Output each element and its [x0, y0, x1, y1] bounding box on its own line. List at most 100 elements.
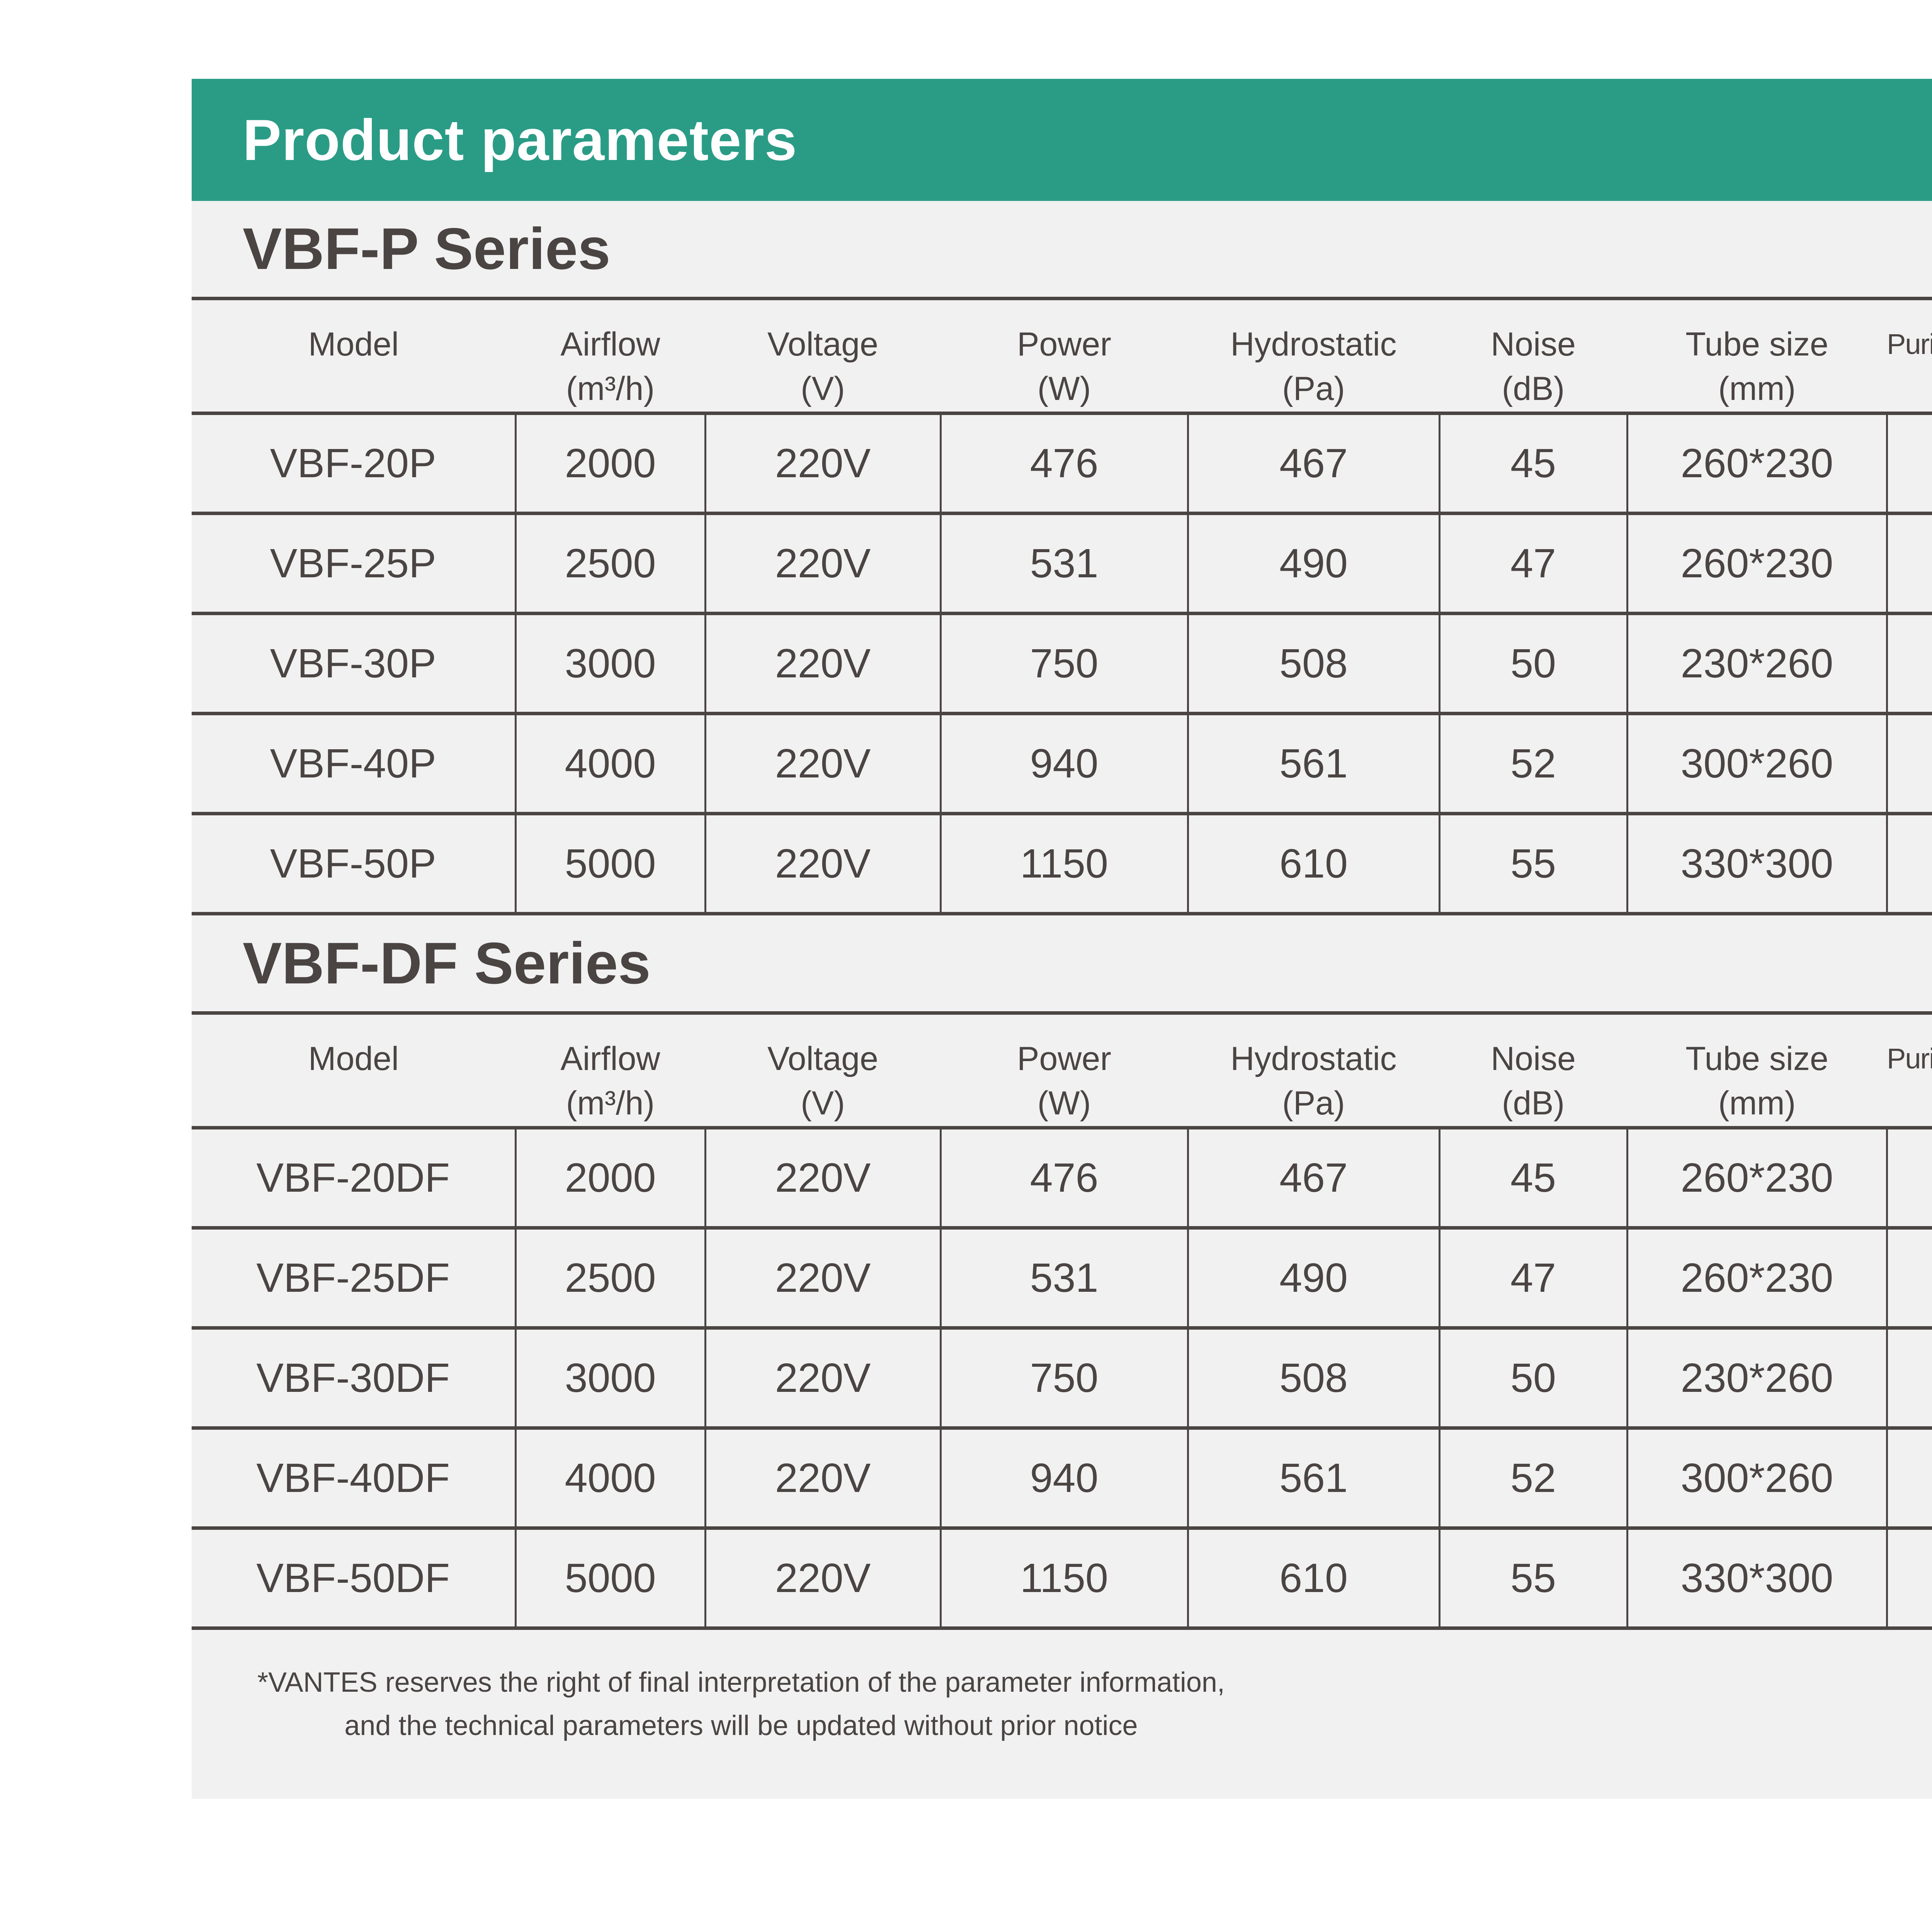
table-cell: 99 [1886, 1328, 1932, 1430]
table-cell: 610 [1187, 1528, 1439, 1630]
table-cell: 4000 [514, 1428, 705, 1530]
table-cell: 3000 [514, 613, 705, 715]
table-cell: 52 [1438, 1428, 1627, 1530]
table-row: VBF-25DF2500220V53149047260*23099620*520… [192, 1228, 1932, 1330]
table-cell: 531 [939, 1228, 1188, 1330]
column-header: Purification efficiency (%) [1887, 298, 1932, 415]
table-cell: 750 [939, 613, 1188, 715]
table-cell: 508 [1187, 1328, 1439, 1430]
column-header-unit: (V) [801, 370, 845, 407]
column-header-label: Tube size [1685, 1040, 1828, 1077]
table-cell: 45 [1438, 413, 1627, 515]
table-cell: 940 [939, 1428, 1188, 1530]
column-header-label: Voltage [767, 1040, 878, 1077]
table-cell: 610 [1187, 813, 1439, 915]
table-cell: VBF-30DF [192, 1328, 515, 1430]
table-cell: 50 [1438, 1328, 1627, 1430]
vbf-p-table-body: VBF-20P2000220V47646745260*230/520*520*4… [192, 413, 1932, 915]
column-header: Voltage (V) [705, 1013, 940, 1129]
table-cell: 561 [1187, 713, 1439, 815]
column-header-label: Noise [1491, 1040, 1576, 1077]
table-cell: 220V [704, 1528, 940, 1630]
table-cell: 490 [1187, 513, 1439, 615]
table-cell: 3000 [514, 1328, 705, 1430]
table-cell: VBF-40DF [192, 1428, 515, 1530]
table-cell: 220V [704, 713, 940, 815]
column-header: Airflow (m³/h) [515, 298, 705, 415]
table-cell: VBF-20DF [192, 1128, 515, 1230]
column-header-label: Hydrostatic [1230, 326, 1397, 363]
table-row: VBF-30DF3000220V75050850230*26099650*550… [192, 1328, 1932, 1430]
column-header-label: Model [308, 1040, 399, 1077]
table-cell: 5000 [514, 813, 705, 915]
table-cell: 99 [1886, 1528, 1932, 1630]
page-title: Product parameters [243, 107, 798, 172]
disclaimer-note: *VANTES reserves the right of final inte… [219, 1661, 1263, 1747]
column-header: Purification efficiency (%) [1887, 1013, 1932, 1129]
column-header: Hydrostatic (Pa) [1188, 1013, 1439, 1129]
table-cell: 260*230 [1626, 513, 1887, 615]
table-cell: VBF-20P [192, 413, 515, 515]
table-cell: 476 [939, 413, 1188, 515]
column-header-label: Power [1017, 1040, 1111, 1077]
table-cell: 220V [704, 1328, 940, 1430]
table-cell: / [1886, 513, 1932, 615]
vbf-p-parameters-table: Model Airflow (m³/h) Voltage (V) Power (W) Hydr… [192, 297, 1932, 915]
column-header-label: Tube size [1685, 326, 1828, 363]
table-cell: 52 [1438, 713, 1627, 815]
table-cell: 260*230 [1626, 1228, 1887, 1330]
table-cell: 220V [704, 1128, 940, 1230]
table-cell: 230*260 [1626, 1328, 1887, 1430]
table-cell: 220V [704, 1428, 940, 1530]
section-title-vbf-p: VBF-P Series [243, 216, 611, 282]
table-cell: 55 [1438, 1528, 1627, 1630]
table-cell: 99 [1886, 1428, 1932, 1530]
column-header-unit: (m³/h) [566, 370, 655, 407]
table-cell: 99 [1886, 1128, 1932, 1230]
table-cell: 220V [704, 513, 940, 615]
column-header: Tube size (mm) [1627, 298, 1887, 415]
table-row: VBF-50P5000220V115061055330*300/600*600*… [192, 813, 1932, 915]
table-cell: 260*230 [1626, 413, 1887, 515]
column-header-label: Noise [1491, 326, 1576, 363]
table-cell: 99 [1886, 1228, 1932, 1330]
table-cell: 476 [939, 1128, 1188, 1230]
table-cell: 467 [1187, 1128, 1439, 1230]
column-header: Hydrostatic (Pa) [1188, 298, 1439, 415]
column-header-unit: (%) [1887, 366, 1932, 412]
column-header-unit: (mm) [1718, 1085, 1796, 1122]
column-header-label: Voltage [767, 326, 878, 363]
table-cell: 5000 [514, 1528, 705, 1630]
table-cell: 750 [939, 1328, 1188, 1430]
table-cell: VBF-40P [192, 713, 515, 815]
table-cell: 220V [704, 413, 940, 515]
column-header-label: Hydrostatic [1230, 1040, 1397, 1077]
table-cell: 330*300 [1626, 1528, 1887, 1630]
column-header-label: Model [308, 326, 399, 363]
table-cell: 531 [939, 513, 1188, 615]
column-header-unit: (W) [1037, 370, 1091, 407]
table-cell: VBF-50DF [192, 1528, 515, 1630]
column-header-label: Purification efficiency [1887, 1043, 1932, 1075]
disclaimer-line-2: and the technical parameters will be upd… [344, 1710, 1138, 1741]
table-cell: / [1886, 713, 1932, 815]
page-header-bar: Product parameters [192, 79, 1932, 201]
table-row: VBF-25P2500220V53149047260*230/520*520*4… [192, 513, 1932, 615]
column-header-unit: (dB) [1502, 1085, 1565, 1122]
column-header: Power (W) [940, 298, 1188, 415]
table-cell: VBF-25DF [192, 1228, 515, 1330]
table-cell: 220V [704, 613, 940, 715]
section-title-vbf-df: VBF-DF Series [243, 930, 651, 996]
table-cell: 47 [1438, 513, 1627, 615]
table-cell: 300*260 [1626, 713, 1887, 815]
header-row: Model Airflow (m³/h) Voltage (V) Power (W) Hydr… [192, 1013, 1932, 1129]
vbf-df-parameters-table: Model Airflow (m³/h) Voltage (V) Power (W) Hydr… [192, 1011, 1932, 1630]
table-cell: 220V [704, 813, 940, 915]
table-cell: / [1886, 613, 1932, 715]
table-cell: 467 [1187, 413, 1439, 515]
table-cell: 940 [939, 713, 1188, 815]
table-row: VBF-40DF4000220V94056152300*26099650*550… [192, 1428, 1932, 1530]
column-header: Airflow (m³/h) [515, 1013, 705, 1129]
table-cell: 2000 [514, 1128, 705, 1230]
table-cell: 490 [1187, 1228, 1439, 1330]
